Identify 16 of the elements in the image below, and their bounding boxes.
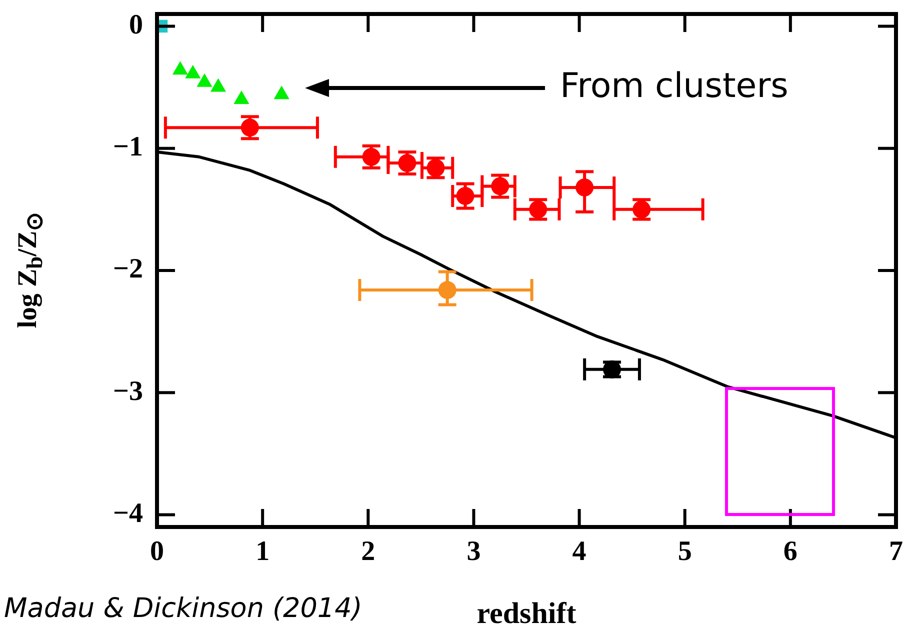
x-tick-label: 3: [466, 536, 481, 568]
text: Madau & Dickinson (2014): [4, 593, 362, 624]
y-tick-label: −3: [113, 376, 143, 407]
y-tick-label: 0: [129, 9, 143, 40]
y-tick-label: −1: [113, 132, 143, 163]
x-axis-title: redshift: [476, 596, 576, 630]
x-tick-label: 7: [889, 536, 903, 568]
x-tick-label: 4: [572, 536, 586, 568]
annotation: From clusters: [560, 66, 788, 106]
x-tick-label: 1: [256, 536, 270, 568]
x-tick-label: 5: [678, 536, 692, 568]
y-tick-label: −4: [113, 498, 143, 530]
x-tick-label: 2: [361, 536, 376, 568]
y-tick-label: −2: [113, 254, 143, 285]
x-tick-label: 0: [150, 536, 164, 568]
x-tick-label: 6: [783, 536, 798, 568]
